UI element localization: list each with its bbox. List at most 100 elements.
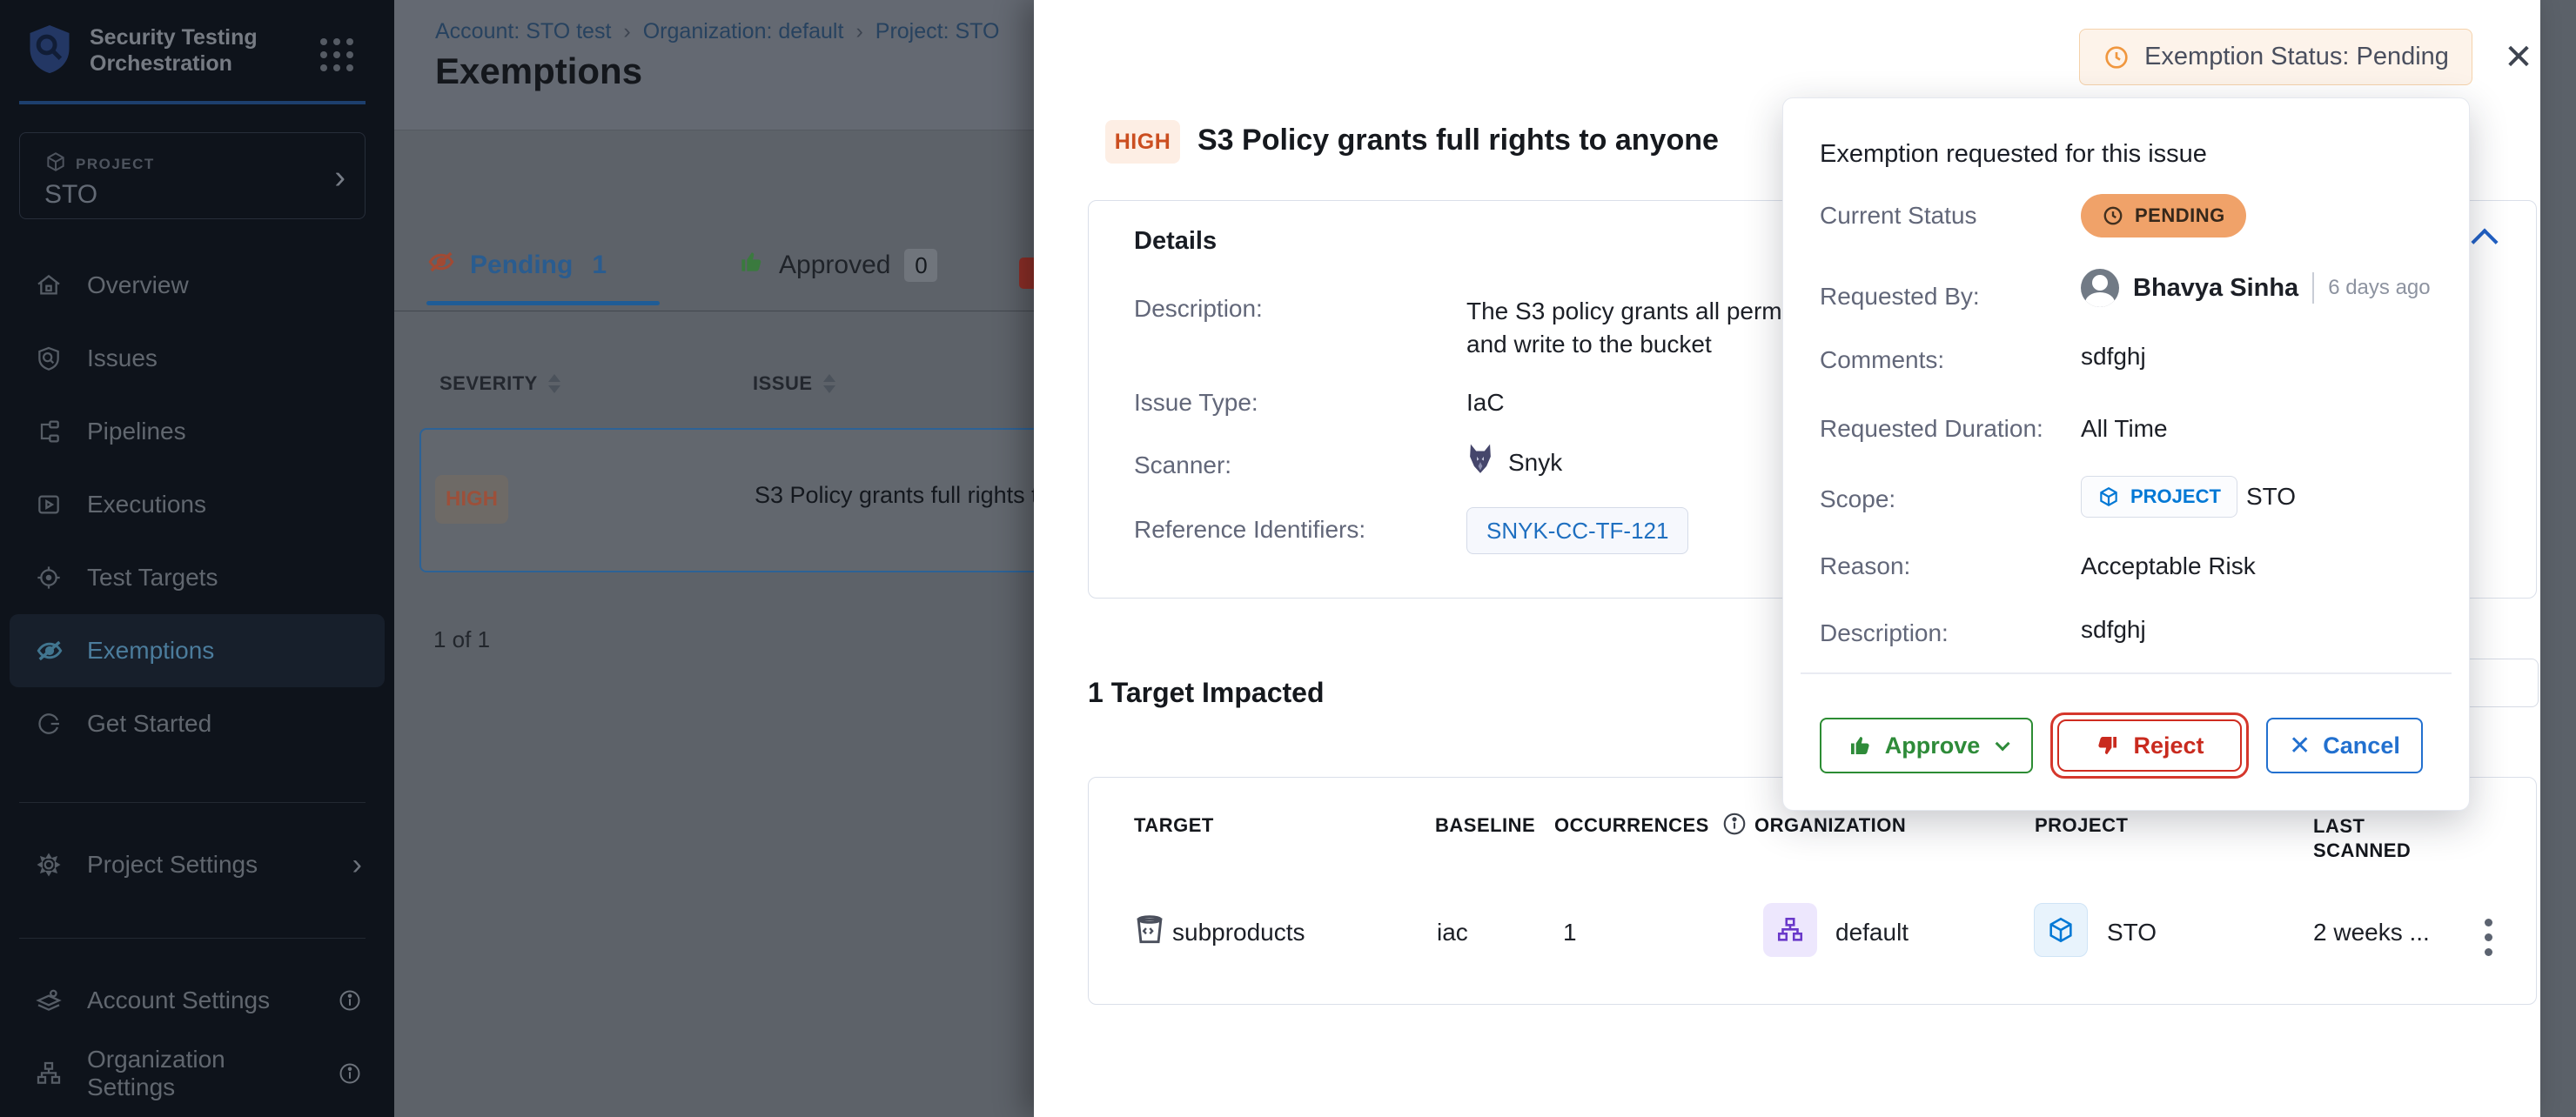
cube-icon: [44, 150, 67, 177]
app-title: Security Testing Orchestration: [90, 25, 258, 76]
issues-table-header: SEVERITY ISSUE: [439, 372, 835, 395]
pending-badge-label: PENDING: [2135, 204, 2225, 226]
status-chip-label: Exemption Status: Pending: [2144, 43, 2449, 70]
tab-label: Approved: [779, 251, 891, 279]
exemption-status-chip: Exemption Status: Pending: [2079, 29, 2472, 85]
chevron-separator: ›: [855, 19, 863, 43]
targets-table: TARGET BASELINE OCCURRENCES ORGANIZATION…: [1088, 777, 2537, 1005]
sidebar-item-label: Organization Settings: [87, 1046, 225, 1100]
chevron-up-icon[interactable]: [2471, 228, 2499, 256]
reference-identifiers-label: Reference Identifiers:: [1134, 516, 1366, 543]
breadcrumb-project[interactable]: Project: STO: [875, 19, 1000, 43]
description-label: Description:: [1134, 295, 1263, 322]
column-project: PROJECT: [2035, 814, 2129, 836]
tab-count-badge: 0: [904, 249, 938, 282]
sidebar: Security Testing Orchestration PROJECT S…: [0, 0, 394, 1117]
tab-rejected-thumbs-down-icon[interactable]: [1019, 258, 1034, 289]
tab-label: Pending: [470, 251, 574, 279]
sidebar-item-label: Pipelines: [87, 418, 186, 445]
snyk-logo-icon: [1466, 443, 1494, 482]
pagination-label: 1 of 1: [433, 626, 491, 652]
chevron-separator: ›: [623, 19, 631, 43]
scanner-label: Scanner:: [1134, 451, 1232, 478]
target-bucket-icon: [1130, 910, 1169, 953]
details-heading: Details: [1134, 227, 1218, 255]
cell-last-scanned: 2 weeks ...: [2313, 919, 2430, 946]
app-header: Security Testing Orchestration: [24, 19, 372, 85]
thumbs-up-icon: [737, 248, 765, 283]
organization-icon: [1763, 903, 1817, 957]
sidebar-item-test-targets[interactable]: Test Targets: [10, 541, 385, 614]
reason-value: Acceptable Risk: [2081, 552, 2256, 579]
sidebar-item-label: Account Settings: [87, 987, 271, 1013]
cell-project: STO: [2107, 919, 2157, 946]
project-selector[interactable]: PROJECT STO ›: [19, 132, 366, 219]
divider: [19, 802, 366, 803]
cell-target[interactable]: subproducts: [1172, 919, 1305, 946]
exemption-detail-panel: Exemption Status: Pending ✕ HIGH S3 Poli…: [1034, 0, 2540, 1117]
requested-by-row: Bhavya Sinha 6 days ago: [2081, 269, 2431, 307]
sidebar-item-overview[interactable]: Overview: [10, 249, 385, 322]
reject-focus-ring: Reject: [2050, 712, 2249, 779]
approve-label: Approve: [1884, 732, 1981, 759]
current-status-label: Current Status: [1820, 202, 1977, 229]
divider: [2312, 272, 2315, 304]
column-target: TARGET: [1134, 814, 1214, 836]
close-icon[interactable]: ✕: [2504, 38, 2533, 77]
sidebar-nav: Overview Issues Pipelines Executions Tes…: [0, 249, 394, 760]
divider: [19, 938, 366, 939]
sidebar-item-executions[interactable]: Executions: [10, 468, 385, 541]
project-cube-icon: [2034, 903, 2088, 957]
sort-icon[interactable]: [822, 374, 835, 393]
module-grid-icon[interactable]: [320, 38, 353, 71]
requester-name: Bhavya Sinha: [2133, 273, 2299, 302]
breadcrumb-account[interactable]: Account: STO test: [435, 19, 612, 43]
reference-identifier-chip[interactable]: SNYK-CC-TF-121: [1466, 507, 1689, 554]
sidebar-item-get-started[interactable]: Get Started: [10, 687, 385, 760]
scanner-name: Snyk: [1508, 448, 1563, 476]
breadcrumb-organization[interactable]: Organization: default: [642, 19, 844, 43]
sidebar-item-issues[interactable]: Issues: [10, 322, 385, 395]
tab-pending[interactable]: Pending 1: [426, 247, 607, 284]
sidebar-item-account-settings[interactable]: Account Settings: [10, 964, 385, 1037]
row-menu-kebab-icon[interactable]: [2479, 913, 2498, 961]
targets-impacted-heading: 1 Target Impacted: [1088, 677, 1325, 708]
breadcrumb: Account: STO test › Organization: defaul…: [435, 19, 999, 44]
x-icon: ✕: [2289, 731, 2311, 760]
column-occurrences: OCCURRENCES: [1554, 814, 1709, 836]
scope-label: Scope:: [1820, 485, 1896, 512]
description-value: sdfghj: [2081, 616, 2146, 643]
popup-heading: Exemption requested for this issue: [1820, 140, 2207, 168]
issue-title: S3 Policy grants full rights to anyone: [1197, 124, 1719, 157]
target-icon: [35, 563, 64, 592]
column-issue[interactable]: ISSUE: [753, 372, 835, 395]
approve-button[interactable]: Approve: [1820, 718, 2033, 773]
duration-label: Requested Duration:: [1820, 415, 2043, 442]
sidebar-item-exemptions[interactable]: Exemptions: [10, 614, 385, 687]
chevron-right-icon: ›: [334, 159, 345, 196]
eye-off-icon: [426, 247, 456, 284]
sidebar-item-pipelines[interactable]: Pipelines: [10, 395, 385, 468]
cancel-button[interactable]: ✕ Cancel: [2266, 718, 2423, 773]
column-severity[interactable]: SEVERITY: [439, 372, 560, 395]
scope-value: STO: [2246, 483, 2297, 510]
sidebar-item-label: Get Started: [87, 710, 212, 737]
popup-actions: Approve Reject ✕ Cancel: [1820, 712, 2423, 779]
sidebar-item-project-settings[interactable]: Project Settings ›: [10, 828, 385, 901]
cell-baseline: iac: [1437, 919, 1468, 946]
sidebar-item-organization-settings[interactable]: Organization Settings: [10, 1037, 385, 1110]
scope-project-chip: PROJECT: [2081, 476, 2237, 518]
avatar: [2081, 269, 2119, 307]
info-icon: [338, 988, 362, 1013]
info-icon[interactable]: [1721, 811, 1748, 837]
issue-type-label: Issue Type:: [1134, 389, 1258, 416]
issue-title: S3 Policy grants full rights to anyone: [755, 482, 1034, 508]
exemptions-list-region: Account: STO test › Organization: defaul…: [394, 0, 1034, 1117]
reject-button[interactable]: Reject: [2057, 719, 2242, 772]
issue-row-selected[interactable]: HIGH S3 Policy grants full rights to any…: [419, 428, 1034, 572]
tab-approved[interactable]: Approved 0: [737, 248, 938, 283]
home-icon: [35, 271, 64, 300]
sort-icon[interactable]: [547, 374, 560, 393]
chevron-right-icon: ›: [352, 847, 362, 881]
duration-value: All Time: [2081, 415, 2168, 442]
